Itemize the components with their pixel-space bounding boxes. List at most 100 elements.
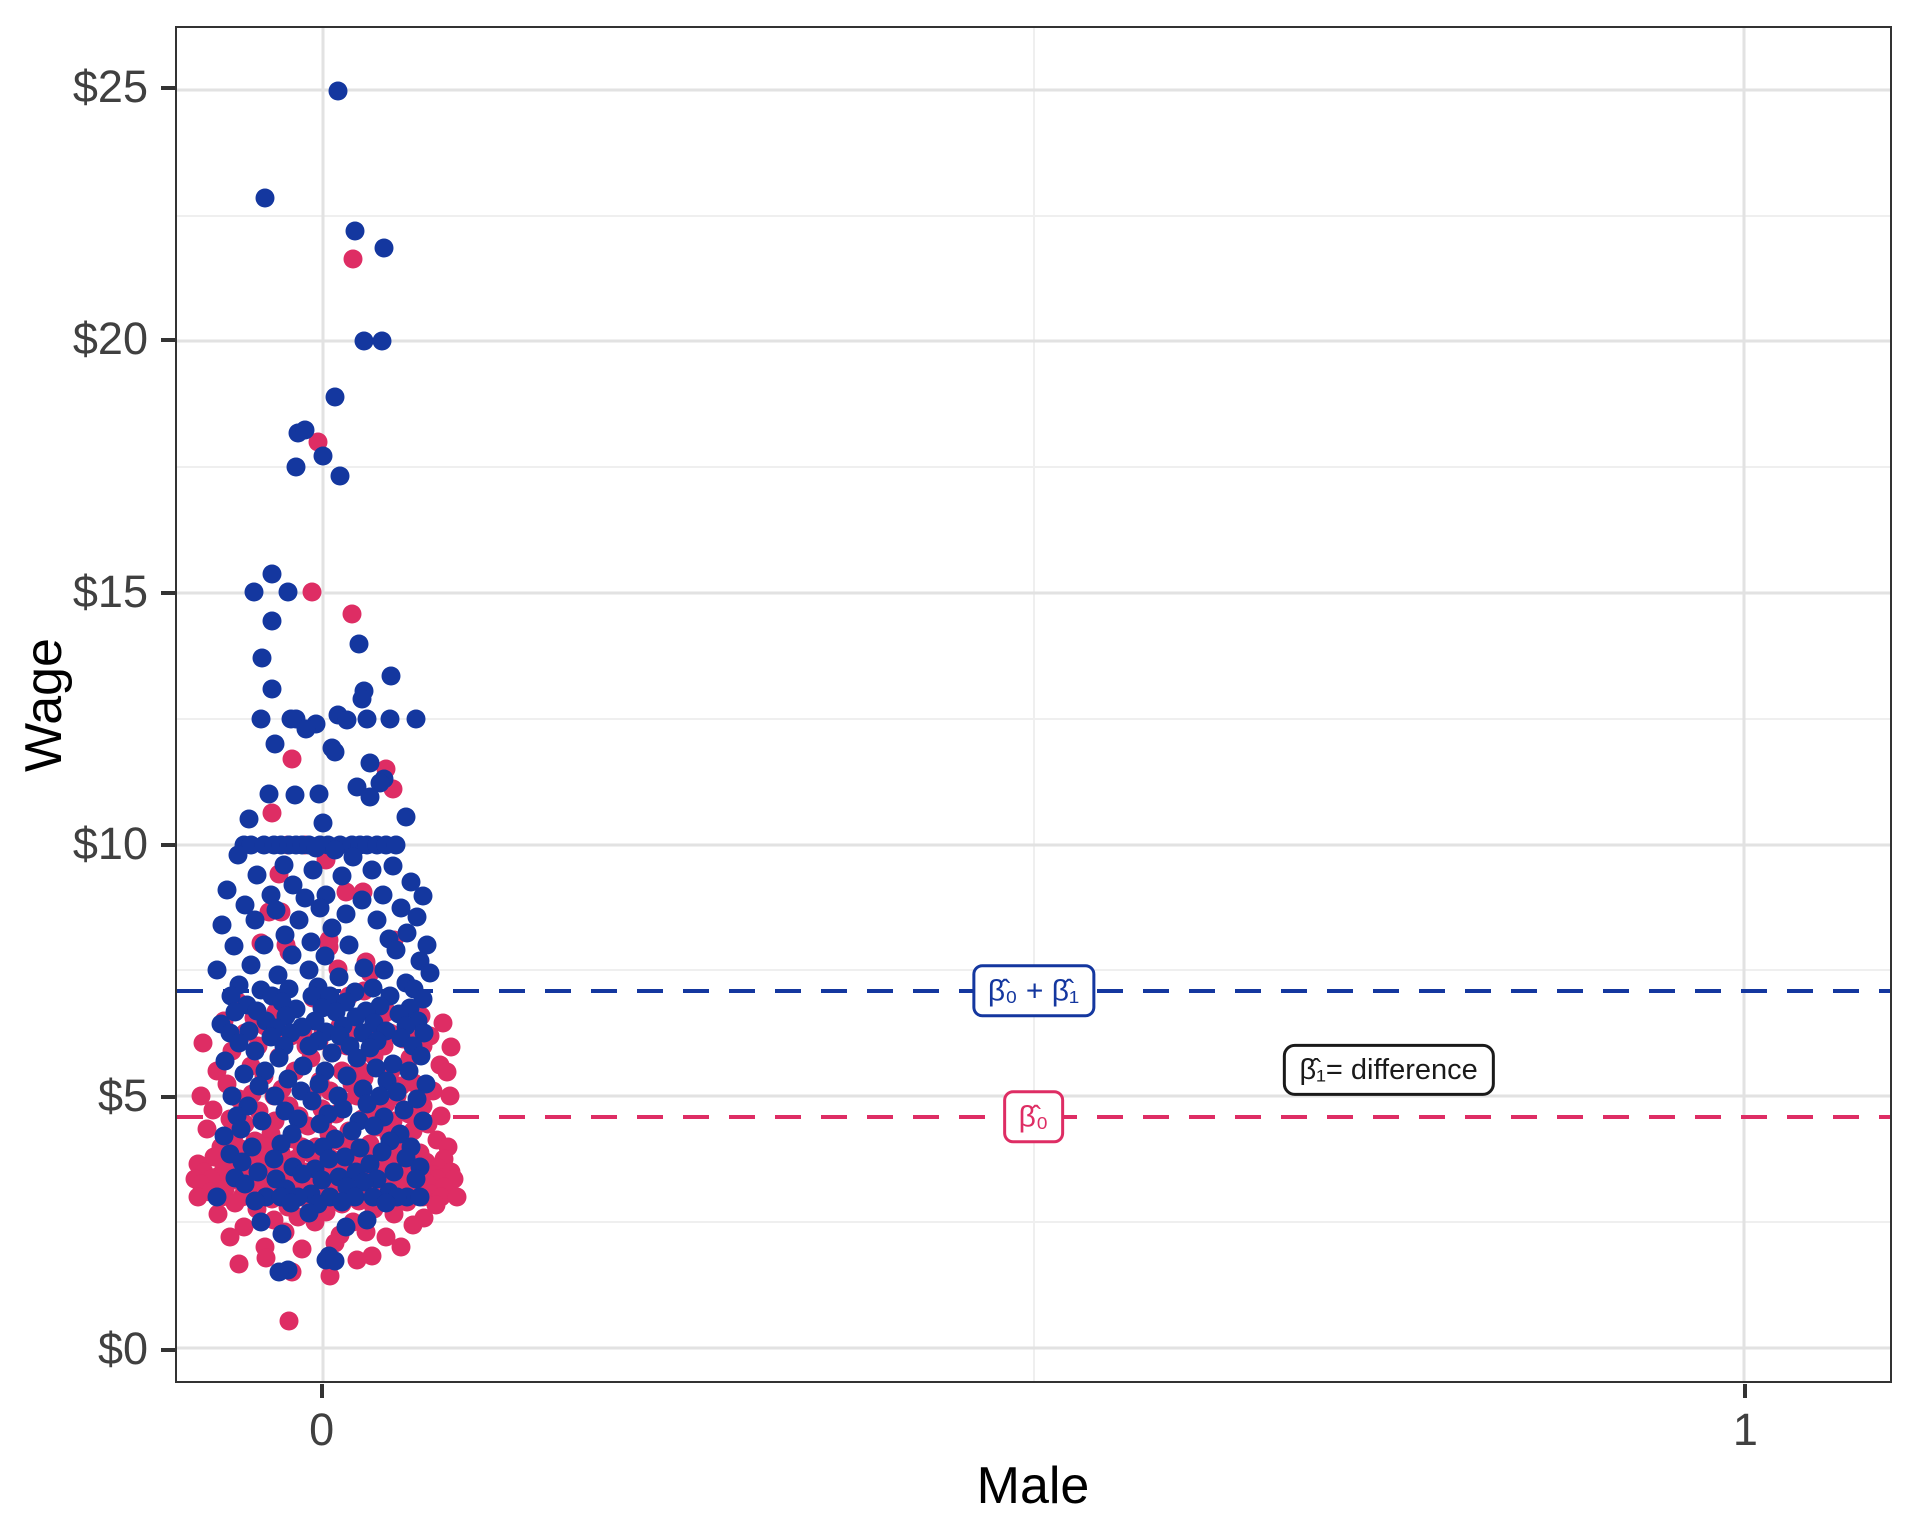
data-point-male-0 bbox=[441, 1037, 461, 1057]
data-point-male-0 bbox=[191, 1086, 211, 1106]
data-point-male-1 bbox=[251, 1212, 271, 1232]
data-point-male-1 bbox=[367, 910, 387, 930]
data-point-male-1 bbox=[384, 1162, 404, 1182]
data-point-male-1 bbox=[266, 900, 286, 920]
data-point-male-1 bbox=[231, 1119, 251, 1139]
data-point-male-1 bbox=[407, 907, 427, 927]
data-point-male-1 bbox=[325, 1251, 345, 1271]
data-point-male-1 bbox=[225, 1002, 245, 1022]
data-point-male-1 bbox=[354, 958, 374, 978]
data-point-male-1 bbox=[255, 1061, 275, 1081]
data-point-male-0 bbox=[188, 1187, 208, 1207]
data-point-male-1 bbox=[252, 648, 272, 668]
data-point-male-1 bbox=[286, 457, 306, 477]
data-point-male-1 bbox=[221, 986, 241, 1006]
data-point-male-1 bbox=[357, 709, 377, 729]
data-point-male-1 bbox=[269, 1262, 289, 1282]
data-point-male-1 bbox=[301, 932, 321, 952]
data-point-male-1 bbox=[295, 888, 315, 908]
data-point-male-1 bbox=[262, 564, 282, 584]
y-gridline-major bbox=[177, 843, 1890, 847]
data-point-male-1 bbox=[413, 1111, 433, 1131]
y-gridline-major bbox=[177, 591, 1890, 595]
data-point-male-1 bbox=[357, 1094, 377, 1114]
y-tick-mark bbox=[161, 86, 175, 91]
data-point-male-1 bbox=[312, 1170, 332, 1190]
data-point-male-0 bbox=[342, 604, 362, 624]
data-point-male-1 bbox=[293, 1056, 313, 1076]
data-point-male-1 bbox=[245, 910, 265, 930]
data-point-male-1 bbox=[386, 835, 406, 855]
data-point-male-1 bbox=[275, 925, 295, 945]
y-tick-mark bbox=[161, 843, 175, 848]
data-point-male-1 bbox=[363, 978, 383, 998]
y-tick-mark bbox=[161, 1347, 175, 1352]
data-point-male-1 bbox=[271, 1134, 291, 1154]
data-point-male-1 bbox=[394, 1100, 414, 1120]
data-point-male-1 bbox=[261, 885, 281, 905]
data-point-male-1 bbox=[299, 960, 319, 980]
data-point-male-1 bbox=[313, 813, 333, 833]
data-point-male-1 bbox=[342, 1121, 362, 1141]
data-point-male-1 bbox=[399, 1061, 419, 1081]
data-point-male-1 bbox=[299, 1036, 319, 1056]
data-point-male-1 bbox=[352, 890, 372, 910]
data-point-male-1 bbox=[278, 582, 298, 602]
data-point-male-0 bbox=[391, 1237, 411, 1257]
x-tick-mark bbox=[319, 1384, 324, 1398]
data-point-male-0 bbox=[347, 1250, 367, 1270]
data-point-male-1 bbox=[295, 420, 315, 440]
data-point-male-1 bbox=[360, 753, 380, 773]
data-point-male-1 bbox=[303, 860, 323, 880]
data-point-male-1 bbox=[222, 1086, 242, 1106]
data-point-male-0 bbox=[208, 1204, 228, 1224]
data-point-male-1 bbox=[383, 1054, 403, 1073]
data-point-male-1 bbox=[362, 860, 382, 880]
data-point-male-1 bbox=[325, 742, 345, 762]
data-point-male-0 bbox=[262, 803, 282, 823]
data-point-male-1 bbox=[262, 679, 282, 699]
data-point-male-0 bbox=[343, 249, 363, 269]
data-point-male-1 bbox=[264, 1149, 284, 1169]
data-point-male-1 bbox=[383, 856, 403, 876]
x-tick-label: 0 bbox=[309, 1404, 335, 1455]
data-point-male-1 bbox=[310, 898, 330, 918]
data-point-male-1 bbox=[281, 1193, 301, 1213]
data-point-male-1 bbox=[288, 1109, 308, 1129]
data-point-male-1 bbox=[372, 1142, 392, 1162]
data-point-male-0 bbox=[336, 882, 356, 902]
data-point-male-1 bbox=[417, 935, 437, 955]
data-point-male-1 bbox=[278, 1069, 298, 1089]
data-point-male-1 bbox=[374, 238, 394, 258]
plot-panel: β̂₀ + β̂₁ β̂₀ β̂₁= difference bbox=[175, 26, 1892, 1383]
y-axis-title: Wage bbox=[15, 638, 73, 772]
data-point-male-0 bbox=[302, 582, 322, 602]
data-point-male-1 bbox=[229, 1033, 249, 1053]
data-point-male-1 bbox=[337, 1066, 357, 1086]
data-point-male-1 bbox=[360, 1154, 380, 1174]
data-point-male-1 bbox=[215, 1051, 235, 1071]
data-point-male-1 bbox=[339, 935, 359, 955]
data-point-male-1 bbox=[241, 955, 261, 975]
data-point-male-1 bbox=[413, 886, 433, 906]
data-point-male-1 bbox=[319, 1149, 339, 1169]
x-gridline-minor bbox=[1032, 28, 1035, 1381]
data-point-male-1 bbox=[406, 709, 426, 729]
data-point-male-0 bbox=[203, 1100, 222, 1120]
data-point-male-1 bbox=[337, 710, 357, 730]
data-point-male-1 bbox=[283, 875, 303, 895]
data-point-male-1 bbox=[364, 1116, 384, 1136]
data-point-male-1 bbox=[332, 866, 352, 886]
data-point-male-1 bbox=[325, 840, 345, 860]
data-point-male-1 bbox=[282, 945, 302, 965]
data-point-male-1 bbox=[329, 967, 349, 987]
data-point-male-1 bbox=[381, 666, 401, 686]
data-point-male-0 bbox=[234, 1217, 254, 1237]
data-point-male-0 bbox=[433, 1013, 453, 1033]
data-point-male-1 bbox=[397, 923, 417, 943]
y-tick-mark bbox=[161, 590, 175, 595]
beta0-plus-beta1-line-label: β̂₀ + β̂₁ bbox=[971, 963, 1096, 1018]
data-point-male-1 bbox=[360, 787, 380, 807]
data-point-male-1 bbox=[265, 1086, 285, 1106]
